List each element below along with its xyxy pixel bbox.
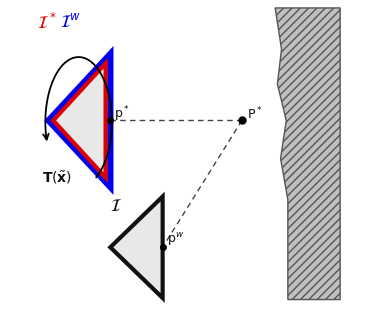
- Text: $\mathrm{p}^w$: $\mathrm{p}^w$: [167, 231, 185, 248]
- Text: $\mathcal{I}$: $\mathcal{I}$: [110, 197, 122, 215]
- Polygon shape: [275, 8, 340, 300]
- Polygon shape: [49, 54, 110, 187]
- Text: $\mathcal{I}^*$: $\mathcal{I}^*$: [38, 13, 57, 33]
- Text: $\mathrm{P}^*$: $\mathrm{P}^*$: [247, 106, 262, 122]
- Text: $\mathrm{p}^*$: $\mathrm{p}^*$: [114, 104, 129, 124]
- Text: $\mathbf{T}(\tilde{\mathbf{x}})$: $\mathbf{T}(\tilde{\mathbf{x}})$: [41, 169, 71, 186]
- Text: $\mathcal{I}^w$: $\mathcal{I}^w$: [60, 13, 81, 31]
- Polygon shape: [110, 197, 163, 298]
